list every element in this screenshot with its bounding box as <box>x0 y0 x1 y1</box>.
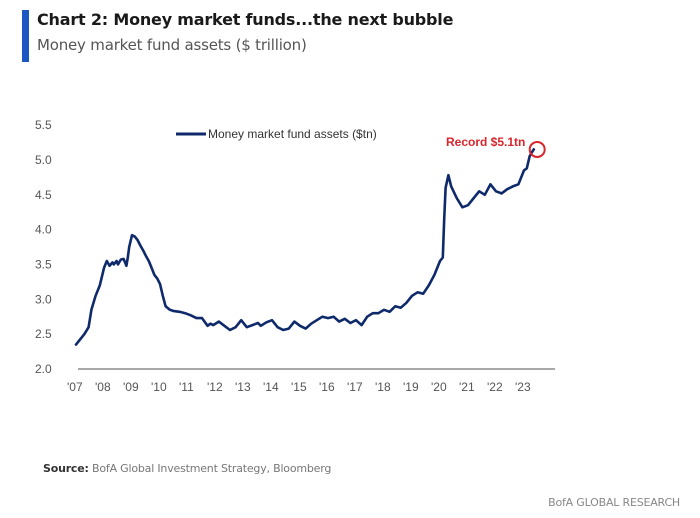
x-tick-label: '20 <box>431 380 447 394</box>
x-tick-label: '15 <box>291 380 307 394</box>
x-tick-label: '07 <box>67 380 83 394</box>
x-tick-label: '23 <box>515 380 531 394</box>
y-axis-ticks: 2.0 2.5 3.0 3.5 4.0 4.5 5.0 5.5 <box>35 118 52 376</box>
x-tick-label: '08 <box>95 380 111 394</box>
x-axis-ticks: '07 '08 '09 '10 '11 '12 '13 '14 '15 '16 '17 '18 '19 '… <box>67 380 531 394</box>
y-tick-label: 2.5 <box>35 327 52 341</box>
x-tick-label: '09 <box>123 380 139 394</box>
legend-label: Money market fund assets ($tn) <box>208 127 377 141</box>
source-label: Source: <box>43 462 89 475</box>
brand-footer: BofA GLOBAL RESEARCH <box>548 496 680 509</box>
x-tick-label: '14 <box>263 380 279 394</box>
annotation-circle <box>528 140 546 158</box>
x-tick-label: '17 <box>347 380 363 394</box>
x-tick-label: '10 <box>151 380 167 394</box>
y-tick-label: 3.5 <box>35 257 52 271</box>
title-accent-bar <box>22 10 29 62</box>
y-tick-label: 4.5 <box>35 188 52 202</box>
x-tick-label: '22 <box>487 380 503 394</box>
y-tick-label: 2.0 <box>35 362 52 376</box>
source-note: Source: BofA Global Investment Strategy,… <box>43 462 331 475</box>
x-tick-label: '19 <box>403 380 419 394</box>
legend: Money market fund assets ($tn) <box>176 127 377 141</box>
record-annotation: Record $5.1tn <box>446 135 546 158</box>
chart-title: Chart 2: Money market funds...the next b… <box>37 10 454 29</box>
y-tick-label: 5.5 <box>35 118 52 132</box>
x-tick-label: '13 <box>235 380 251 394</box>
y-tick-label: 4.0 <box>35 223 52 237</box>
x-tick-label: '21 <box>459 380 475 394</box>
x-tick-label: '12 <box>207 380 223 394</box>
chart-subtitle: Money market fund assets ($ trillion) <box>37 36 307 54</box>
annotation-label: Record $5.1tn <box>446 135 525 149</box>
source-text: BofA Global Investment Strategy, Bloombe… <box>92 462 332 475</box>
x-tick-label: '11 <box>179 380 194 394</box>
x-tick-label: '18 <box>375 380 391 394</box>
y-tick-label: 5.0 <box>35 153 52 167</box>
x-tick-label: '16 <box>319 380 335 394</box>
series-line-money-market-fund-assets <box>74 148 536 346</box>
y-tick-label: 3.0 <box>35 292 52 306</box>
